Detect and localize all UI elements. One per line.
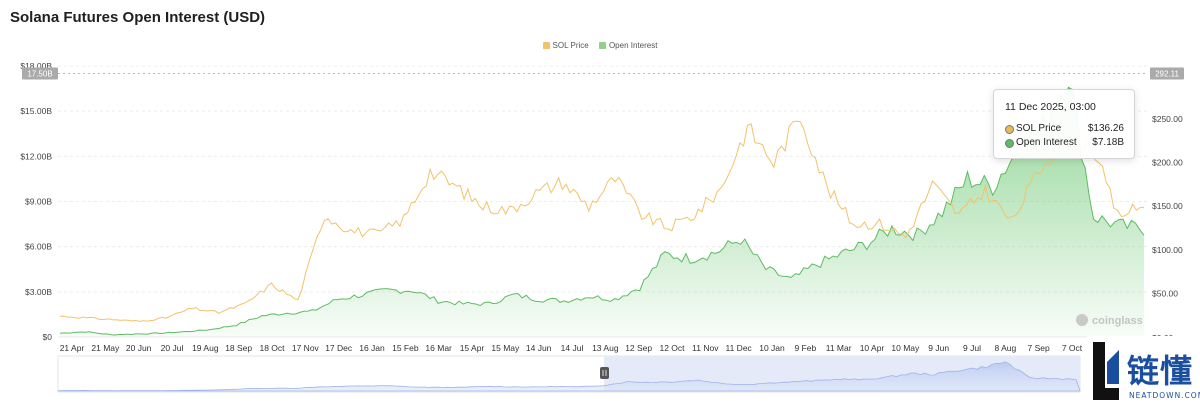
brand-chinese-text: 链懂: [1127, 352, 1194, 390]
tooltip-date: 11 Dec 2025, 03:00: [1005, 101, 1096, 113]
right-tick-label: $100.00: [1152, 245, 1183, 255]
series-open-interest: [59, 86, 1145, 337]
left-tick-label: $6.00B: [25, 242, 52, 252]
x-tick-label: 19 Aug: [192, 343, 219, 353]
x-tick-label: 21 Apr: [60, 343, 85, 353]
tooltip-label-oi: Open Interest: [1016, 137, 1077, 148]
left-highlight-label: 17.50B: [27, 70, 52, 79]
x-tick-label: 9 Jul: [963, 343, 981, 353]
grip-icon: [600, 367, 609, 379]
x-tick-label: 12 Sep: [625, 343, 652, 353]
x-tick-label: 8 Aug: [994, 343, 1016, 353]
axis-highlights: 17.50B 292.11: [22, 67, 1184, 80]
left-tick-label: $9.00B: [25, 197, 52, 207]
x-tick-label: 11 Dec: [726, 343, 753, 353]
x-tick-label: 9 Feb: [794, 343, 816, 353]
x-tick-label: 13 Aug: [592, 343, 619, 353]
x-tick-label: 20 Jun: [126, 343, 152, 353]
navigator-area: [57, 361, 1081, 392]
legend-label-oi: Open Interest: [608, 41, 658, 50]
x-tick-label: 14 Jun: [526, 343, 552, 353]
x-tick-label: 20 Jul: [161, 343, 184, 353]
right-tick-label: $50.00: [1152, 288, 1178, 298]
tooltip-label-sol: SOL Price: [1016, 123, 1062, 134]
right-highlight-box: [1150, 67, 1184, 80]
navigator-handle[interactable]: [600, 367, 609, 379]
x-tick-label: 10 May: [891, 343, 920, 353]
hover-tooltip: 11 Dec 2025, 03:00 SOL Price $136.26 Ope…: [993, 89, 1135, 159]
x-tick-label: 10 Jan: [759, 343, 785, 353]
coinglass-logo-icon: [1076, 314, 1088, 326]
left-tick-label: $15.00B: [20, 106, 52, 116]
x-tick-label: 10 Apr: [860, 343, 885, 353]
x-tick-label: 7 Sep: [1028, 343, 1050, 353]
legend-swatch-sol: [542, 42, 550, 49]
series-sol-price: [59, 120, 1145, 322]
x-tick-label: 15 May: [491, 343, 520, 353]
x-tick-label: 16 Jan: [359, 343, 385, 353]
x-tick-label: 15 Apr: [460, 343, 485, 353]
left-tick-label: $18.00B: [20, 61, 52, 71]
tooltip-dot-oi: [1005, 139, 1014, 148]
coinglass-watermark: coinglass: [1076, 314, 1143, 327]
legend-label-sol: SOL Price: [552, 41, 589, 50]
brand-logo: 链懂 NEATDOWN.COM: [1087, 336, 1200, 406]
x-tick-label: 18 Sep: [225, 343, 252, 353]
x-tick-label: 11 Nov: [692, 343, 719, 353]
x-tick-label: 11 Mar: [826, 343, 852, 353]
right-highlight-label: 292.11: [1155, 70, 1179, 79]
x-tick-label: 12 Oct: [659, 343, 685, 353]
chart-title: Solana Futures Open Interest (USD): [10, 9, 266, 26]
oi-line: [59, 86, 1145, 336]
legend-swatch-oi: [598, 42, 606, 49]
watermark-text: coinglass: [1092, 315, 1143, 327]
right-tick-label: $150.00: [1152, 201, 1183, 211]
left-axis: $0 $3.00B $6.00B $9.00B $12.00B $15.00B $18.00…: [20, 61, 52, 342]
right-tick-label: $250.00: [1152, 114, 1183, 124]
left-tick-label: $3.00B: [25, 287, 52, 297]
x-tick-label: 17 Nov: [292, 343, 320, 353]
oi-area: [60, 87, 1144, 337]
tooltip-row-oi: Open Interest $7.18B: [1005, 137, 1124, 151]
chart-legend: SOL Price Open Interest: [0, 41, 1200, 50]
tooltip-dot-sol: [1005, 125, 1014, 134]
left-tick-label: $0: [43, 332, 53, 342]
range-navigator[interactable]: [57, 355, 1081, 393]
x-tick-label: 18 Oct: [259, 343, 285, 353]
legend-item-open-interest[interactable]: Open Interest: [598, 41, 658, 50]
x-tick-label: 16 Mar: [425, 343, 452, 353]
tooltip-value-oi: $7.18B: [1092, 137, 1124, 148]
tooltip-row-sol: SOL Price $136.26: [1005, 123, 1124, 137]
tooltip-value-sol: $136.26: [1087, 123, 1124, 134]
x-axis: 21 Apr 21 May 20 Jun 20 Jul 19 Aug 18 Sep 18 O…: [60, 343, 1083, 353]
x-tick-label: 9 Jun: [928, 343, 949, 353]
x-tick-label: 7 Oct: [1062, 343, 1083, 353]
right-axis: $50.00$100.00$150.00$200.00$250.00$300.0…: [1152, 70, 1183, 343]
x-tick-label: 14 Jul: [561, 343, 584, 353]
x-tick-label: 15 Feb: [392, 343, 419, 353]
sol-price-line: [59, 120, 1145, 322]
x-tick-label: 17 Dec: [325, 343, 353, 353]
brand-url-text: NEATDOWN.COM: [1129, 391, 1200, 400]
right-tick-label: $200.00: [1152, 158, 1183, 168]
brand-l-icon: [1093, 342, 1119, 400]
x-tick-label: 21 May: [91, 343, 120, 353]
legend-item-sol-price[interactable]: SOL Price: [542, 41, 589, 50]
left-highlight-box: [22, 67, 58, 80]
left-tick-label: $12.00B: [20, 151, 52, 161]
